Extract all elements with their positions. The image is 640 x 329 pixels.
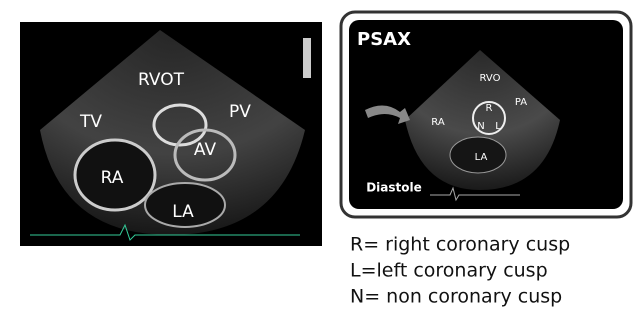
echo-label: PV <box>229 102 251 122</box>
echo-label: RVOT <box>138 70 185 90</box>
echo-label: R <box>486 103 493 114</box>
legend-line: R= right coronary cusp <box>350 234 570 256</box>
echo-label: RVO <box>480 73 501 84</box>
echo-label: PA <box>515 97 527 108</box>
image-caption: Diastole <box>366 181 422 195</box>
echo-label: N <box>477 121 484 132</box>
echo-label: LA <box>172 202 194 222</box>
echo-label: TV <box>79 112 102 132</box>
echo-label: LA <box>475 152 488 163</box>
echo-label: RA <box>431 117 445 128</box>
left-echo-image: RVOT TV PV AV RA LA <box>20 22 322 246</box>
echo-label: AV <box>194 140 217 160</box>
image-title: PSAX <box>357 29 411 50</box>
echo-label: RA <box>101 168 124 188</box>
legend-line: L=left coronary cusp <box>350 260 548 282</box>
legend-line: N= non coronary cusp <box>350 286 562 308</box>
right-echo-image: PSAX RVO RA R N L PA LA Diastole <box>339 10 633 219</box>
echo-label: L <box>495 121 501 132</box>
